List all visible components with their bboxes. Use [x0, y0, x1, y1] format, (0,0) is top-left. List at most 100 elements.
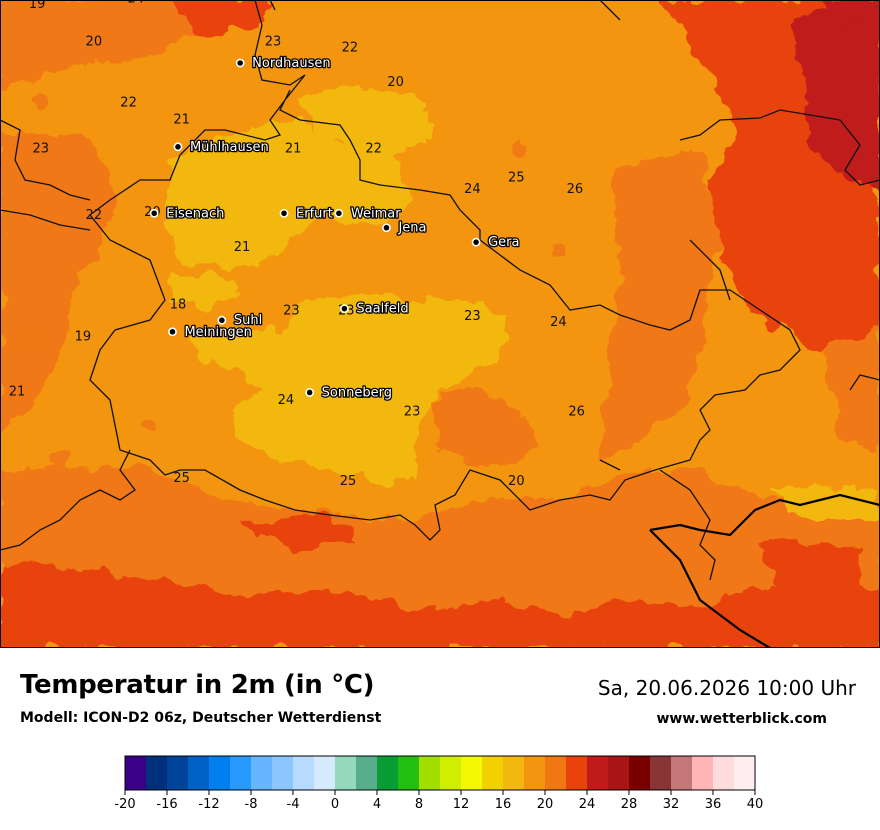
temperature-value: 23 [404, 405, 421, 420]
city-marker: Erfurt [279, 205, 334, 223]
temperature-value: 19 [75, 329, 92, 344]
legend-tick-label: 0 [331, 797, 339, 812]
website-link[interactable]: www.wetterblick.com [656, 711, 828, 727]
legend-swatch-red-orange [566, 756, 588, 790]
legend-swatch-light-blue [230, 756, 252, 790]
legend-tick-label: 36 [705, 797, 722, 812]
map-footer: Temperatur in 2m (in °C) Modell: ICON-D2… [0, 648, 880, 830]
city-marker: Mühlhausen [173, 139, 270, 156]
legend-swatch-dark-orange [545, 756, 567, 790]
city-marker: Saalfeld [340, 300, 410, 318]
temperature-value: 22 [120, 95, 137, 110]
city-marker: Meiningen [168, 323, 253, 341]
city-label: Jena [397, 221, 426, 236]
city-label: Meiningen [184, 325, 251, 340]
city-dot [235, 58, 245, 68]
city-dot [279, 208, 289, 218]
temperature-value: 22 [342, 40, 359, 55]
legend-swatch-red [587, 756, 609, 790]
legend-swatch-lime [440, 756, 462, 790]
temperature-value: 25 [173, 471, 190, 486]
city-label: Mühlhausen [190, 140, 269, 155]
legend-outline [124, 755, 756, 791]
temperature-value: 20 [387, 75, 404, 90]
legend-swatch-mint [335, 756, 357, 790]
city-dot [305, 388, 315, 397]
legend-swatch-green [377, 756, 399, 790]
temperature-value: 23 [464, 309, 481, 324]
legend-swatch-medium-blue [209, 756, 231, 790]
legend-swatch-pale-blue [272, 756, 294, 790]
temperature-value: 23 [265, 35, 282, 50]
temperature-value: 25 [340, 474, 357, 489]
city-dot [168, 327, 177, 337]
legend-swatch-orange [524, 756, 546, 790]
legend-tick-label: 8 [415, 797, 423, 812]
temperature-value: 19 [29, 0, 46, 12]
city-marker: Weimar [334, 205, 403, 223]
temp-zones-22-24 [0, 0, 880, 648]
temperature-value: 26 [568, 405, 585, 420]
legend-swatch-dark-violet [125, 756, 147, 790]
legend-tick-label: 28 [621, 797, 638, 812]
city-dot [382, 223, 391, 233]
legend-swatch-teal-green [356, 756, 378, 790]
legend-swatch-pink [692, 756, 714, 790]
city-dot [217, 315, 227, 325]
temperature-value: 22 [86, 208, 103, 223]
legend-swatch-light-pink [713, 756, 735, 790]
legend-swatch-dark-blue [167, 756, 189, 790]
legend-swatch-dark-red [608, 756, 630, 790]
temperature-value: 24 [278, 393, 295, 408]
legend-swatch-ice-blue [314, 756, 336, 790]
legend-tick-label: 40 [747, 797, 764, 812]
temperature-value: 24 [550, 315, 567, 330]
legend-swatch-pale-pink [734, 756, 756, 790]
city-markers: Nordhausen Mühlhausen Eisenach Erfurt Weimar… [149, 55, 521, 402]
legend-tick-label: 20 [537, 797, 554, 812]
legend-tick-label: 16 [495, 797, 512, 812]
temperature-value: 21 [234, 240, 251, 255]
temperature-value: 26 [567, 182, 584, 197]
legend-tick-label: -12 [198, 797, 219, 812]
city-marker: Jena [382, 219, 428, 237]
city-label: Nordhausen [252, 56, 331, 71]
city-dot [334, 208, 344, 218]
city-label: Eisenach [166, 206, 224, 221]
temp-zones-18-20 [165, 85, 880, 520]
legend-tick-label: -16 [156, 797, 177, 812]
city-label: Erfurt [296, 206, 333, 221]
temperature-value: 23 [33, 142, 50, 157]
city-dot [340, 304, 349, 314]
legend-swatch-bright-green [398, 756, 420, 790]
map-canvas: 19 24 20 23 22 20 22 21 23 21 22 25 26 24 20 22 21 18 23 23… [0, 0, 880, 648]
legend-swatch-maroon [629, 756, 651, 790]
temperature-value: 20 [508, 474, 525, 489]
city-marker: Sonneberg [305, 384, 393, 402]
city-label: Weimar [351, 206, 401, 221]
legend-tick-label: 4 [373, 797, 381, 812]
legend-swatch-golden-yellow [482, 756, 504, 790]
legend-tick-label: -8 [245, 797, 258, 812]
temperature-value: 23 [283, 303, 300, 318]
legend-swatch-blue [188, 756, 210, 790]
city-label: Saalfeld [356, 302, 408, 317]
city-dot [173, 142, 183, 152]
czech-border [649, 493, 880, 648]
city-dot [149, 208, 159, 218]
city-marker: Eisenach [149, 205, 226, 223]
legend-tick-label: 12 [453, 797, 470, 812]
legend-tick-label: -4 [287, 797, 300, 812]
city-label: Suhl [234, 313, 262, 328]
forecast-datetime: Sa, 20.06.2026 10:00 Uhr [597, 676, 856, 700]
legend-swatch-navy [146, 756, 168, 790]
temperature-value: 25 [508, 170, 525, 185]
city-marker: Nordhausen [235, 55, 332, 72]
temperature-value: 18 [170, 298, 187, 313]
city-marker: Gera [471, 234, 521, 251]
city-marker: Suhl [217, 312, 264, 330]
legend-swatch-sky-blue [251, 756, 273, 790]
legend-tick-label: 24 [579, 797, 596, 812]
legend-swatch-very-pale-blue [293, 756, 315, 790]
legend-swatch-brown-red [650, 756, 672, 790]
